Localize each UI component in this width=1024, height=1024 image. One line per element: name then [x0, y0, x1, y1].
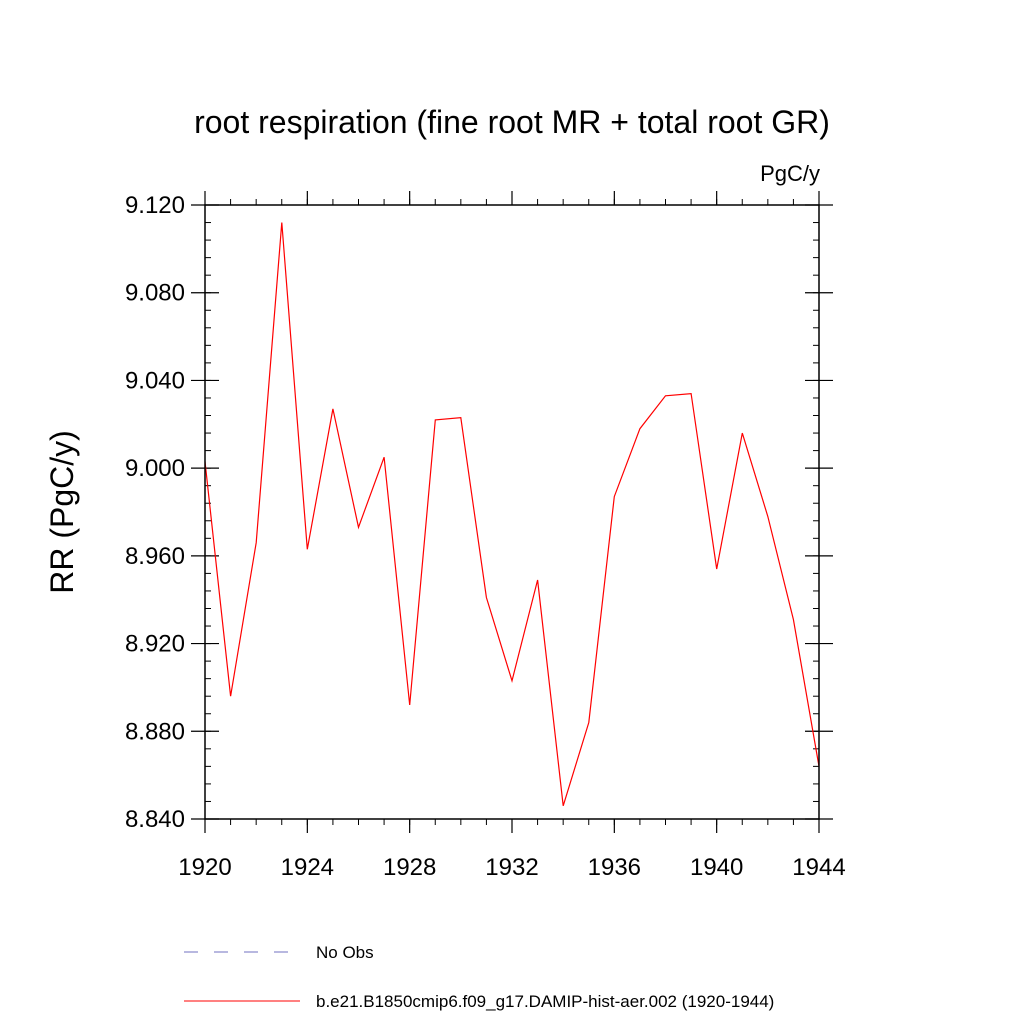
x-tick-label: 1944: [792, 854, 845, 881]
x-tick-label: 1920: [178, 854, 231, 881]
data-series: [204, 222, 820, 806]
plot-frame: [204, 204, 820, 820]
y-tick-label: 8.920: [125, 631, 185, 658]
x-tick-label: 1940: [690, 854, 743, 881]
x-tick-label: 1936: [588, 854, 641, 881]
x-tick-label: 1932: [485, 854, 538, 881]
y-tick-label: 9.120: [125, 192, 185, 219]
axis-tick-labels: 1920 1924 1928 1932 1936 1940 1944 8.840 8.880 8.…: [125, 192, 846, 881]
units-label: PgC/y: [760, 161, 820, 186]
y-tick-label: 8.840: [125, 806, 185, 833]
legend-label: No Obs: [316, 943, 374, 962]
x-tick-label: 1928: [383, 854, 436, 881]
x-tick-label: 1924: [281, 854, 334, 881]
series-line: [204, 222, 820, 806]
chart-title: root respiration (fine root MR + total r…: [194, 104, 830, 140]
legend-label: b.e21.B1850cmip6.f09_g17.DAMIP-hist-aer.…: [316, 992, 774, 1011]
y-tick-label: 9.080: [125, 280, 185, 307]
y-tick-label: 9.040: [125, 367, 185, 394]
y-tick-label: 8.960: [125, 543, 185, 570]
y-axis-label: RR (PgC/y): [44, 430, 80, 594]
legend: No Obs b.e21.B1850cmip6.f09_g17.DAMIP-his…: [184, 943, 774, 1011]
y-tick-label: 9.000: [125, 455, 185, 482]
y-tick-label: 8.880: [125, 718, 185, 745]
